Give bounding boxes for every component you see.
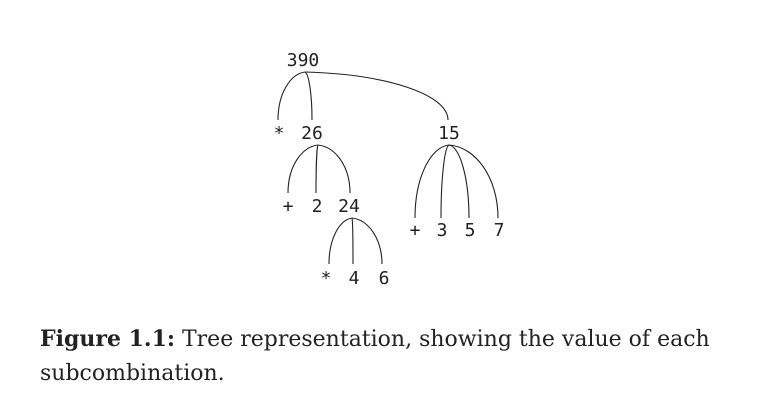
edge-n24-n4 bbox=[351, 217, 354, 265]
edge-n390-op-mul-1 bbox=[277, 71, 306, 121]
node-n4: 4 bbox=[349, 268, 360, 289]
caption-label: Figure 1.1: bbox=[40, 326, 175, 352]
node-n6: 6 bbox=[379, 268, 390, 289]
edge-n24-n6 bbox=[351, 217, 383, 265]
node-op-add-2: + bbox=[410, 220, 421, 241]
edge-n15-op-add-2 bbox=[414, 144, 450, 219]
edge-n15-n7 bbox=[448, 144, 499, 219]
node-op-mul-2: * bbox=[321, 268, 332, 289]
node-n390: 390 bbox=[287, 50, 320, 71]
edge-n26-n24 bbox=[317, 144, 351, 194]
edge-n390-n26 bbox=[304, 71, 313, 121]
node-op-add-1: + bbox=[283, 196, 294, 217]
figure-caption: Figure 1.1: Tree representation, showing… bbox=[40, 322, 740, 391]
edge-n15-n5 bbox=[448, 144, 470, 219]
edge-n15-n3 bbox=[440, 144, 450, 219]
node-n3: 3 bbox=[437, 220, 448, 241]
node-n24: 24 bbox=[338, 196, 360, 217]
node-n5: 5 bbox=[465, 220, 476, 241]
node-n7: 7 bbox=[494, 220, 505, 241]
caption-text: Tree representation, showing the value o… bbox=[40, 327, 710, 386]
tree-diagram: 390 * 26 15 + 2 24 * 4 6 + 3 5 7 bbox=[274, 50, 505, 289]
edge-n24-op-mul-2 bbox=[328, 217, 353, 265]
tree-edges bbox=[277, 71, 499, 265]
node-n15: 15 bbox=[438, 123, 460, 144]
node-n26: 26 bbox=[301, 123, 323, 144]
edge-n26-op-add-1 bbox=[287, 144, 319, 194]
node-n2: 2 bbox=[312, 196, 323, 217]
edge-n26-n2 bbox=[315, 144, 319, 194]
edge-n390-n15 bbox=[304, 71, 449, 121]
node-op-mul-1: * bbox=[274, 123, 285, 144]
tree-labels: 390 * 26 15 + 2 24 * 4 6 + 3 5 7 bbox=[274, 50, 505, 289]
